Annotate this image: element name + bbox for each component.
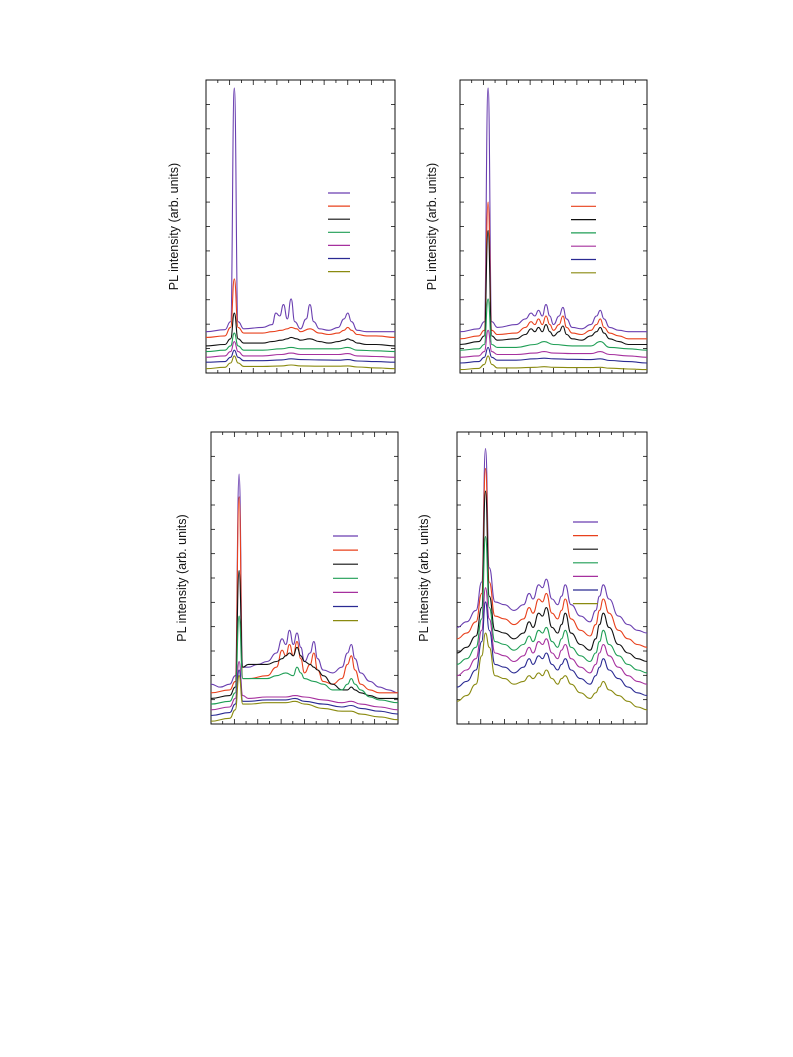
panel-top-right: PL intensity (arb. units): [425, 79, 648, 374]
series-line-1: [459, 87, 647, 333]
series-line-7: [456, 632, 648, 711]
series-line-1: [210, 473, 399, 694]
series-line-3: [205, 312, 396, 347]
series-line-4: [205, 332, 396, 353]
series-line-2: [210, 496, 398, 694]
y-axis-label: PL intensity (arb. units): [167, 163, 181, 290]
series-line-5: [459, 329, 648, 358]
series-line-6: [459, 346, 648, 364]
series-line-5: [205, 341, 396, 358]
series-line-4: [210, 615, 399, 705]
y-axis-label: PL intensity (arb. units): [417, 514, 431, 641]
series-line-2: [459, 201, 647, 340]
panel-top-left: PL intensity (arb. units): [167, 79, 396, 374]
series-line-2: [456, 467, 648, 648]
plot-frame: [456, 431, 648, 725]
series-line-4: [456, 536, 648, 674]
series-line-3: [210, 570, 398, 699]
series-line-5: [456, 587, 648, 685]
plot-frame: [459, 79, 648, 374]
series-line-6: [205, 349, 396, 363]
series-line-7: [205, 355, 396, 370]
series-line-4: [459, 298, 648, 351]
series-line-1: [205, 87, 395, 333]
panel-bottom-right: PL intensity (arb. units): [417, 431, 648, 725]
series-line-2: [205, 278, 396, 338]
series-line-6: [210, 669, 399, 717]
series-line-3: [456, 490, 648, 663]
series-line-3: [459, 229, 647, 346]
series-line-7: [459, 355, 648, 371]
series-line-5: [210, 660, 399, 711]
series-line-1: [456, 447, 648, 634]
series-line-6: [456, 601, 648, 697]
y-axis-label: PL intensity (arb. units): [175, 514, 189, 641]
panel-bottom-left: PL intensity (arb. units): [175, 431, 399, 725]
series-line-7: [210, 675, 399, 722]
y-axis-label: PL intensity (arb. units): [425, 163, 439, 290]
plot-frame: [210, 431, 399, 725]
